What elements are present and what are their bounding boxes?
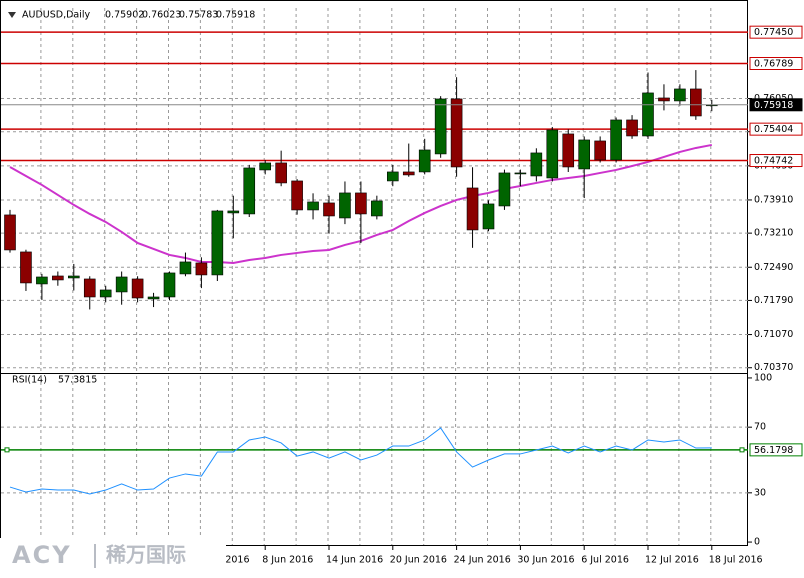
y-tick-label: 0.73910 [754,194,793,205]
candle-body [355,192,367,215]
level-label: 0.74742 [754,156,793,167]
rsi-level-box [749,443,803,457]
level-box [749,154,803,168]
candle-body [323,202,335,217]
rsi-level-label: 56.1798 [754,445,793,456]
candle-body [339,192,351,219]
candle-body [275,162,287,184]
candle-body [674,88,686,102]
candle-body [243,167,256,215]
candle-body [147,296,160,300]
candle-body [259,162,272,171]
candle-body [36,276,48,285]
high-value: 0.76023 [142,10,181,21]
price-label: 0.75918 [754,100,793,111]
candle-body [163,272,176,298]
candle-body [4,214,16,251]
candle-body [195,262,208,276]
candle-body [594,140,606,161]
candle-body [386,171,399,182]
y-tick-label: 0.73210 [754,228,793,239]
level-label: 0.76789 [754,59,793,70]
candle-body [402,171,415,176]
candle-body [227,210,240,214]
candle-body [115,276,128,293]
candle-body [99,289,112,298]
close-value: 0.75918 [216,10,255,21]
rsi-title: RSI(14) [12,375,47,386]
candle-body [482,203,495,230]
candle-body [578,139,591,170]
plot-frame [0,0,748,546]
candle-body [530,152,543,177]
y-tick-label: 70 [754,422,766,433]
candle-body [179,261,192,275]
x-tick-label: 6 Jul 2016 [581,555,629,566]
rsi-value: 57.3815 [58,375,97,386]
open-value: 0.75902 [105,10,144,21]
y-tick-label: 0.70370 [754,362,793,373]
rsi-level-handle [739,447,745,453]
rsi-level-handle [4,447,10,453]
y-tick-label: 0 [754,537,760,548]
x-tick-label: 14 Jun 2016 [326,555,383,566]
y-tick-label: 100 [754,372,772,383]
level-box [749,57,803,71]
level-box [749,25,803,39]
candle-body [83,278,96,298]
rsi-line [9,427,712,495]
x-tick-label: 8 Jun 2016 [262,555,313,566]
candle-body [514,172,527,175]
watermark-bg [0,538,226,578]
level-label: 0.77450 [754,27,793,38]
y-tick-label: 0.71070 [754,329,793,340]
plot-layer: 0.70370 0.71070 0.71790 0.72490 0.73210 0.739… [1,8,803,550]
x-tick-label: 18 Jul 2016 [709,555,763,566]
candle-body [20,251,32,284]
y-tick-label: 0.72490 [754,262,793,273]
chart-title: AUDUSD,Daily [22,10,91,21]
candle-body [562,133,575,168]
candle-body [466,187,479,231]
candle-body [642,92,654,137]
candle-body [371,200,383,217]
low-value: 0.75783 [179,10,218,21]
candle-body [626,119,638,137]
candle-body [546,129,559,179]
candle-body [690,88,702,117]
candle-body [434,98,447,155]
watermark-chinese: 稀万国际 [106,543,186,567]
candle-body [418,149,431,173]
candle-body [52,275,64,281]
candle-body [307,201,319,211]
x-tick-label: 12 Jul 2016 [645,555,699,566]
candle-body [68,275,80,279]
x-tick-label: 20 Jun 2016 [390,555,447,566]
candle-body [211,210,224,276]
y-tick-label: 30 [754,487,766,498]
candle-body [658,97,670,102]
menu-icon [8,12,16,18]
candle-body [450,98,463,168]
watermark-brand: ACY [12,541,72,569]
candle-body [291,180,303,211]
price-box [749,98,803,112]
candle-body [610,119,622,161]
candle-body [498,172,511,207]
x-tick-label: 24 Jun 2016 [454,555,511,566]
y-tick-label: 0.71790 [754,295,793,306]
candle-body [131,278,144,299]
level-label: 0.75404 [754,124,793,135]
level-box [749,122,803,136]
watermark: ACY 稀万国际 [0,538,226,578]
x-tick-label: 30 Jun 2016 [517,555,574,566]
